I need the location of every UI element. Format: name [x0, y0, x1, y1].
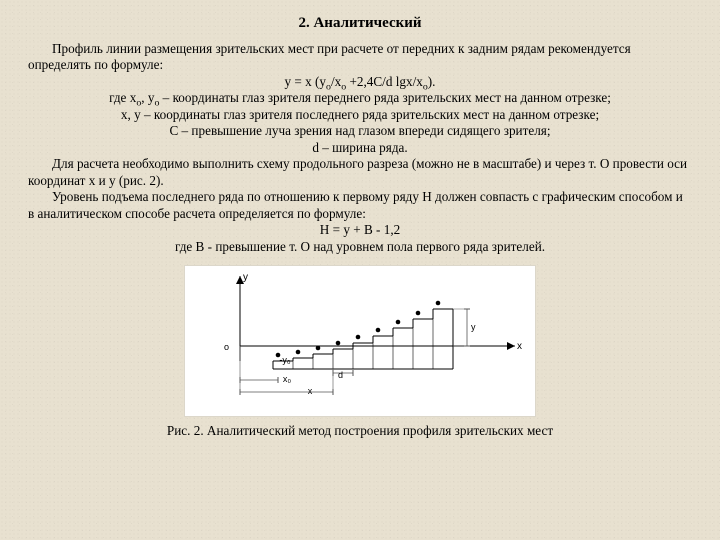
definition-c: С – превышение луча зрения над глазом вп… — [28, 123, 692, 140]
figure-2-caption: Рис. 2. Аналитический метод построения п… — [28, 423, 692, 440]
section-title: 2. Аналитический — [28, 14, 692, 33]
svg-text:y: y — [243, 272, 248, 283]
figure-2-wrap: o y x -y₀ x₀ x d y — [28, 265, 692, 417]
paragraph-intro: Профиль линии размещения зрительских мес… — [28, 41, 692, 74]
svg-text:y: y — [471, 322, 476, 332]
definition-d: d – ширина ряда. — [28, 140, 692, 157]
definition-xo-yo: где xо, yо – координаты глаз зрителя пер… — [28, 90, 692, 107]
svg-text:d: d — [338, 370, 343, 380]
definition-b: где B - превышение т. О над уровнем пола… — [28, 239, 692, 256]
paragraph-scheme: Для расчета необходимо выполнить схему п… — [28, 156, 692, 189]
definition-xy: x, y – координаты глаз зрителя последнег… — [28, 107, 692, 124]
svg-text:-y₀: -y₀ — [279, 355, 290, 365]
svg-text:o: o — [224, 342, 229, 352]
svg-text:x: x — [308, 386, 313, 396]
svg-text:x: x — [517, 341, 522, 352]
svg-text:x₀: x₀ — [283, 374, 292, 384]
formula-1: y = x (yo/xo +2,4C/d lgx/xo). — [28, 74, 692, 91]
figure-2-diagram: o y x -y₀ x₀ x d y — [184, 265, 536, 417]
paragraph-h: Уровень подъема последнего ряда по отнош… — [28, 189, 692, 222]
formula-2: H = y + B - 1,2 — [28, 222, 692, 239]
